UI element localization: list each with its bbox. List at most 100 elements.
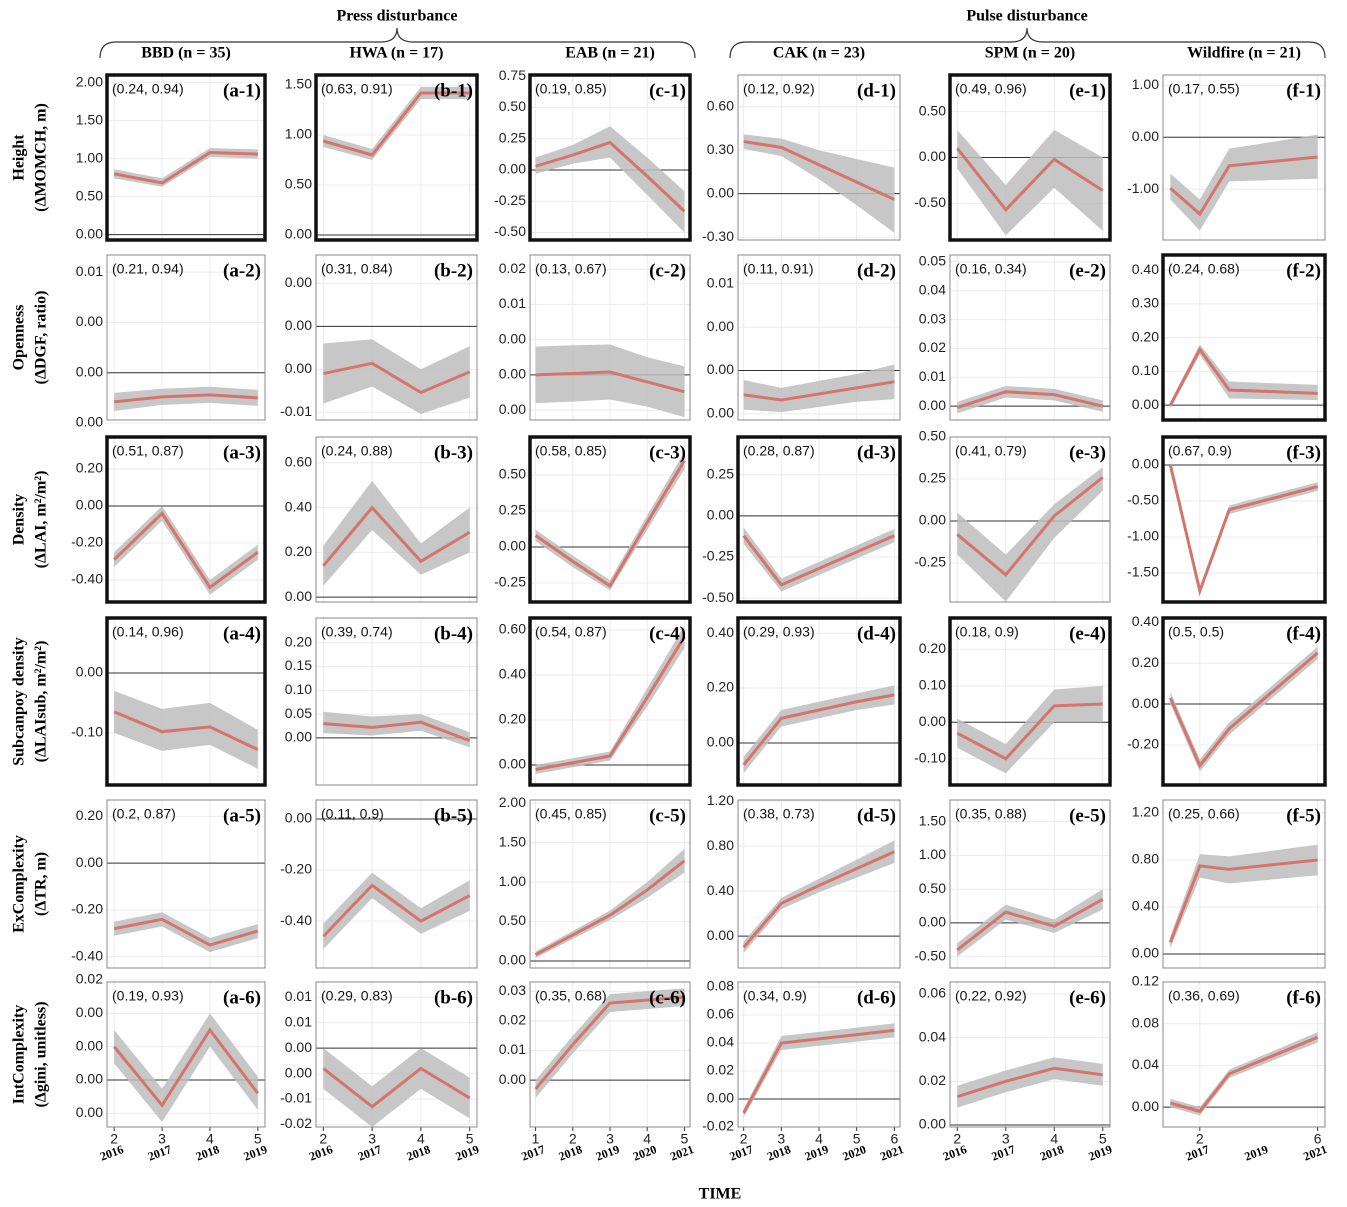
confidence-band	[323, 711, 470, 748]
panel-label: (d-5)	[857, 805, 896, 826]
y-tick-label: 1.50	[919, 812, 946, 828]
panel-frame	[949, 436, 1111, 603]
y-tick-label: 0.60	[707, 98, 734, 114]
panel-label: (b-1)	[434, 80, 473, 101]
y-tick-label: 0.00	[1132, 128, 1159, 144]
annotation: (0.14, 0.96)	[112, 624, 184, 640]
y-tick-label: 0.00	[76, 225, 103, 241]
y-tick-label: 0.40	[499, 666, 526, 682]
annotation: (0.29, 0.93)	[743, 624, 815, 640]
y-tick-label: 0.50	[499, 466, 526, 482]
x-axis-title: TIME	[699, 1186, 742, 1203]
y-tick-label: 0.12	[1132, 973, 1159, 989]
x-tick-label: 5	[466, 1131, 474, 1147]
annotation: (0.28, 0.87)	[743, 443, 815, 459]
y-tick-label: -0.20	[280, 861, 312, 877]
row-unit: (ΔLAIsub, m²/m²)	[33, 641, 50, 763]
y-tick-label: 0.00	[499, 161, 526, 177]
y-tick-label: -0.02	[702, 1118, 734, 1134]
trend-line	[1169, 1035, 1319, 1114]
trend-line	[322, 1066, 471, 1109]
y-tick-label: 0.00	[707, 1090, 734, 1106]
panel-label: (f-2)	[1286, 260, 1321, 281]
y-tick-label: -0.20	[71, 901, 103, 917]
annotation: (0.63, 0.91)	[321, 81, 393, 97]
y-tick-label: 0.00	[285, 274, 312, 290]
annotation: (0.29, 0.83)	[321, 988, 393, 1004]
trend-line	[742, 693, 895, 766]
panel-label: (c-3)	[649, 442, 686, 463]
panel-label: (d-1)	[857, 80, 896, 101]
y-tick-label: 0.00	[919, 512, 946, 528]
y-tick-label: 0.03	[919, 310, 946, 326]
x-tick-label: 4	[1050, 1131, 1058, 1147]
panel-frame	[529, 254, 691, 421]
y-tick-label: 0.00	[499, 1071, 526, 1087]
panel-frame	[315, 981, 478, 1128]
y-tick-label: 0.00	[707, 361, 734, 377]
y-tick-label: -0.10	[914, 749, 946, 765]
y-tick-label: -0.20	[71, 534, 103, 550]
panel-frame	[315, 436, 478, 603]
trend-line	[1168, 651, 1319, 769]
trend-line	[535, 635, 686, 771]
panel-label: (a-6)	[223, 987, 261, 1008]
trend-line	[742, 1028, 895, 1114]
y-tick-label: 0.00	[499, 756, 526, 772]
panel-background	[316, 75, 477, 240]
group-title: Pulse disturbance	[966, 8, 1087, 25]
trend-line	[114, 393, 258, 404]
y-tick-label: 0.30	[1132, 295, 1159, 311]
y-tick-label: 0.20	[76, 807, 103, 823]
trend-line	[956, 1066, 1103, 1099]
panel-frame	[315, 254, 478, 421]
y-tick-label: 0.00	[76, 313, 103, 329]
confidence-band	[957, 889, 1103, 957]
x-tick-label: 6	[1314, 1131, 1322, 1147]
x-tick-label: 2	[110, 1131, 118, 1147]
y-tick-label: 0.00	[76, 414, 103, 430]
trend-line	[534, 995, 685, 1091]
trend-line	[323, 720, 471, 743]
trend-line	[1169, 346, 1318, 406]
confidence-band	[743, 685, 895, 774]
panel-frame	[528, 616, 692, 787]
row-title: Density	[11, 494, 28, 546]
panel-frame	[737, 981, 901, 1128]
y-tick-label: 0.00	[76, 664, 103, 680]
y-tick-label: 0.00	[76, 1004, 103, 1020]
y-tick-label: 0.02	[499, 1012, 526, 1028]
annotation: (0.18, 0.9)	[955, 624, 1019, 640]
annotation: (0.16, 0.34)	[955, 261, 1027, 277]
y-tick-label: 0.25	[499, 502, 526, 518]
row-title: ExComplexity	[11, 835, 28, 933]
y-tick-label: 0.20	[285, 543, 312, 559]
confidence-band	[114, 386, 258, 411]
y-tick-label: 0.00	[707, 318, 734, 334]
y-tick-label: 0.50	[76, 187, 103, 203]
y-tick-label: -1.00	[1127, 180, 1159, 196]
column-title: SPM (n = 20)	[985, 45, 1075, 62]
panel-frame	[1162, 981, 1326, 1128]
y-tick-label: 1.00	[76, 149, 103, 165]
annotation: (0.25, 0.66)	[1168, 806, 1240, 822]
panel-background	[1163, 618, 1325, 785]
y-tick-label: 0.01	[707, 274, 734, 290]
panel-label: (c-5)	[649, 805, 686, 826]
y-tick-label: 0.00	[919, 914, 946, 930]
panel-frame	[314, 73, 479, 242]
trend-line	[534, 859, 686, 956]
y-tick-label: 0.00	[76, 497, 103, 513]
panel-label: (a-1)	[223, 80, 261, 101]
y-tick-label: 0.00	[76, 854, 103, 870]
confidence-band	[1170, 844, 1318, 949]
trend-line	[113, 917, 259, 947]
y-tick-label: 0.04	[1132, 1056, 1159, 1072]
panel-frame	[1161, 253, 1327, 422]
panel-label: (d-6)	[857, 987, 896, 1008]
y-tick-label: 0.75	[499, 67, 526, 83]
annotation: (0.24, 0.94)	[112, 81, 184, 97]
y-tick-label: -0.40	[280, 912, 312, 928]
y-tick-label: -0.02	[280, 1115, 312, 1131]
panel-frame	[1162, 74, 1326, 241]
